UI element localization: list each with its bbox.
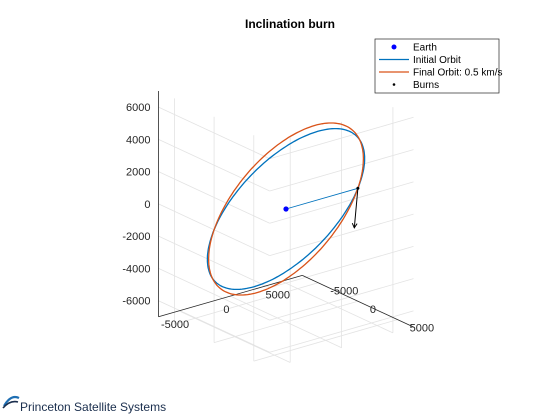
axes-tick-labels: -6000 -4000 -2000 0 2000 4000 6000 -5000 0 5000 -5… <box>122 102 434 335</box>
chart-title: Inclination burn <box>245 17 335 31</box>
grid-y-floor <box>253 319 398 362</box>
z-tick-label: -6000 <box>122 296 150 308</box>
x-tick-label: 0 <box>223 304 229 316</box>
x-axis-line <box>158 275 303 318</box>
legend-label: Burns <box>413 80 439 91</box>
x-tick-label: 5000 <box>266 289 290 301</box>
z-tick-label: 6000 <box>126 102 150 114</box>
series-line <box>207 122 365 296</box>
grid-y-floor <box>213 300 359 343</box>
radius-line <box>285 187 359 210</box>
earth-marker <box>283 206 289 212</box>
velocity-arrow-head <box>351 223 358 229</box>
axes-back-panes <box>158 91 414 369</box>
axes-frame <box>158 91 414 328</box>
legend-swatch <box>391 44 397 50</box>
x-tick-label: -5000 <box>161 319 189 331</box>
legend-swatch <box>392 83 396 86</box>
legend-label: Final Orbit: 0.5 km/s <box>413 68 502 79</box>
z-tick-label: -2000 <box>122 231 150 243</box>
y-tick-label: -5000 <box>330 286 358 298</box>
y-tick-label: 5000 <box>410 323 434 335</box>
y-tick-label: 0 <box>370 304 376 316</box>
z-tick-label: 4000 <box>126 134 150 146</box>
z-tick-label: -4000 <box>122 263 150 275</box>
z-tick-label: 2000 <box>126 167 150 179</box>
burn-marker <box>356 186 360 190</box>
legend-label: Initial Orbit <box>413 55 461 66</box>
z-tick-label: 0 <box>144 199 150 211</box>
company-logo-icon <box>2 395 20 409</box>
y-axis-line <box>302 275 414 328</box>
data-series <box>206 122 366 296</box>
company-name: Princeton Satellite Systems <box>20 400 167 414</box>
grid-y-floor <box>174 282 319 325</box>
velocity-arrow <box>353 188 359 228</box>
legend-label: Earth <box>413 43 437 54</box>
